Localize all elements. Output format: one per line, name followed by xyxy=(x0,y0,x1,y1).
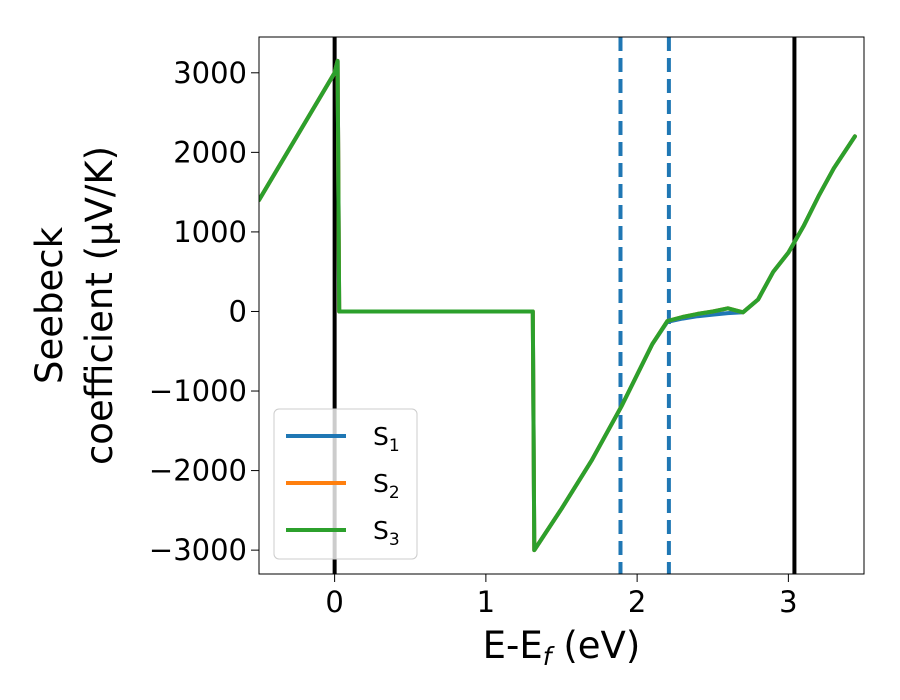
x-tick-label: 1 xyxy=(477,585,495,619)
x-axis: 0 1 2 3 xyxy=(325,574,798,619)
x-axis-title: E-Ef (eV) xyxy=(483,624,641,671)
legend-label-s1: S1 xyxy=(373,422,400,456)
x-tick-label: 0 xyxy=(325,585,343,619)
y-axis-title-line-2: coefficient (μV/K) xyxy=(78,146,121,465)
x-tick-label: 3 xyxy=(779,585,797,619)
legend-label-s2: S2 xyxy=(373,469,400,503)
y-tick-label: −2000 xyxy=(149,454,247,488)
y-tick-label: 2000 xyxy=(173,135,247,169)
x-tick-label: 2 xyxy=(628,585,646,619)
y-tick-label: 1000 xyxy=(173,215,247,249)
y-tick-label: 3000 xyxy=(173,56,247,90)
legend-label-s3: S3 xyxy=(373,516,400,550)
legend: S1 S2 S3 xyxy=(273,408,418,560)
axis-titles: E-Ef (eV) Seebeck coefficient (μV/K) xyxy=(28,146,640,671)
y-axis-title-line-1: Seebeck xyxy=(28,226,71,384)
y-tick-label: 0 xyxy=(229,294,247,328)
y-tick-label: −3000 xyxy=(149,533,247,567)
plot-frame xyxy=(258,36,865,575)
data-series xyxy=(259,58,857,553)
series-line-s3 xyxy=(259,58,857,553)
y-tick-label: −1000 xyxy=(149,374,247,408)
y-axis: −3000 −2000 −1000 0 1000 2000 3000 xyxy=(149,56,259,567)
